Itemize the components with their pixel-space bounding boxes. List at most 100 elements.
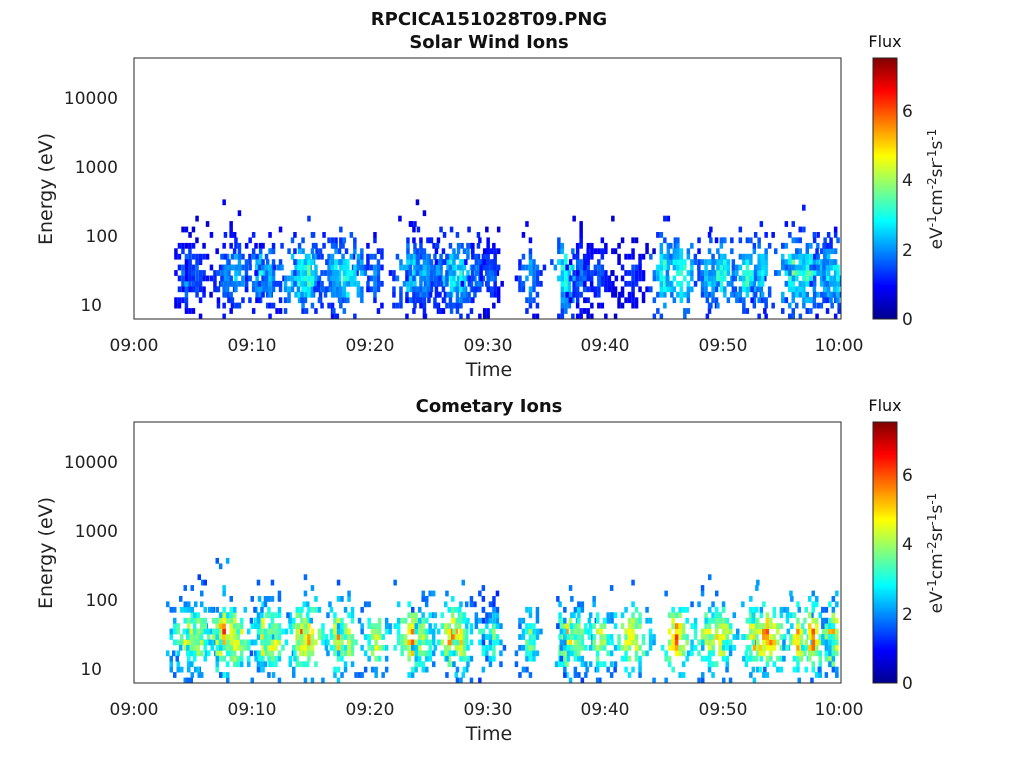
spectrogram-cell [759, 297, 764, 304]
spectrogram-cell [248, 275, 252, 282]
spectrogram-cell [318, 248, 323, 255]
spectrogram-cell [406, 286, 410, 293]
spectrogram-cell [678, 623, 682, 629]
spectrogram-cell [580, 639, 585, 646]
spectrogram-cell [492, 612, 496, 619]
spectrogram-cell [671, 606, 675, 613]
spectrogram-cell [659, 275, 664, 282]
spectrogram-cell [700, 590, 705, 597]
spectrogram-cell [486, 253, 490, 260]
spectrogram-cell [771, 302, 775, 309]
spectrogram-cell [700, 280, 705, 287]
spectrogram-cell [779, 606, 784, 613]
spectrogram-cell [525, 644, 529, 651]
spectrogram-cell [300, 280, 304, 287]
spectrogram-cell [577, 644, 581, 651]
spectrogram-cell [690, 650, 694, 657]
spectrogram-cell [697, 639, 701, 646]
spectrogram-cell [277, 650, 282, 657]
spectrogram-cell [525, 628, 529, 635]
spectrogram-cell [700, 291, 705, 298]
spectrogram-cell [723, 275, 727, 282]
spectrogram-cell [251, 286, 256, 293]
spectrogram-cell [332, 286, 336, 293]
spectrogram-cell [421, 612, 425, 619]
spectrogram-cell [521, 644, 526, 651]
spectrogram-cell [303, 644, 308, 651]
spectrogram-cell [553, 264, 558, 271]
spectrogram-cell [600, 302, 605, 309]
spectrogram-cell [233, 617, 237, 624]
spectrogram-cell [788, 286, 792, 293]
spectrogram-cell [436, 237, 441, 244]
spectrogram-cell [788, 232, 792, 238]
spectrogram-cell [672, 297, 677, 304]
spectrogram-cell [258, 286, 263, 293]
spectrogram-cell [356, 253, 361, 260]
spectrogram-cell [215, 617, 219, 624]
spectrogram-cell [303, 639, 308, 646]
spectrogram-cell [428, 590, 432, 597]
spectrogram-cell [663, 280, 667, 287]
spectrogram-cell [288, 655, 292, 662]
spectrogram-cell [422, 248, 427, 255]
spectrogram-cell [837, 302, 841, 309]
spectrogram-cell [828, 655, 832, 662]
spectrogram-cell [455, 308, 460, 314]
spectrogram-cell [781, 242, 785, 249]
spectrogram-cell [539, 280, 543, 287]
spectrogram-cell [481, 253, 486, 260]
y-axis-ticks: 10 100 1000 10000 [64, 453, 118, 680]
spectrogram-cell [208, 639, 212, 646]
spectrogram-cell [257, 264, 262, 271]
spectrogram-cell [350, 617, 355, 624]
spectrogram-cell [455, 634, 460, 640]
spectrogram-cell [260, 606, 264, 613]
spectrogram-cell [303, 275, 308, 282]
spectrogram-cell [440, 623, 444, 629]
spectrogram-cell [299, 661, 303, 668]
spectrogram-cell [791, 286, 795, 293]
spectrogram-cell [180, 639, 184, 646]
spectrogram-cell [374, 644, 378, 651]
spectrogram-cell [461, 672, 465, 678]
spectrogram-cell [370, 644, 375, 651]
spectrogram-cell [749, 617, 753, 624]
spectrogram-cell [411, 606, 415, 613]
spectrogram-cell [210, 644, 214, 651]
spectrogram-cell [469, 596, 474, 602]
spectrogram-cell [757, 313, 761, 320]
spectrogram-cell [226, 644, 230, 651]
spectrogram-cell [672, 275, 677, 282]
spectrogram-cell [410, 666, 415, 673]
spectrogram-cell [198, 259, 203, 265]
spectrogram-cell [392, 286, 396, 293]
spectrogram-cell [222, 617, 226, 624]
spectrogram-cell [697, 259, 701, 265]
spectrogram-cell [356, 259, 361, 265]
spectrogram-cell [723, 286, 727, 293]
colorbar-ticks: 0 2 4 6 [902, 466, 913, 694]
spectrogram-cell [201, 579, 205, 586]
spectrogram-cell [309, 617, 313, 624]
spectrogram-cell [836, 286, 840, 293]
spectrogram-cell [407, 639, 411, 646]
spectrogram-cell [560, 291, 565, 298]
spectrogram-cell [620, 264, 625, 271]
spectrogram-cell [586, 248, 590, 255]
spectrogram-cell [678, 606, 682, 613]
spectrogram-cell [756, 579, 760, 586]
spectrogram-cell [573, 628, 578, 635]
spectrogram-cell [339, 259, 343, 265]
spectrogram-cell [579, 259, 583, 265]
spectrogram-cell [716, 302, 720, 309]
spectrogram-cell [384, 628, 389, 635]
spectrogram-cell [469, 623, 474, 629]
spectrogram-cell [765, 672, 770, 678]
spectrogram-cell [236, 644, 240, 651]
spectrogram-cell [575, 313, 580, 320]
spectrogram-cell [469, 655, 474, 662]
spectrogram-cell [336, 579, 341, 586]
spectrogram-cell [823, 280, 827, 287]
spectrogram-cell [366, 286, 370, 293]
